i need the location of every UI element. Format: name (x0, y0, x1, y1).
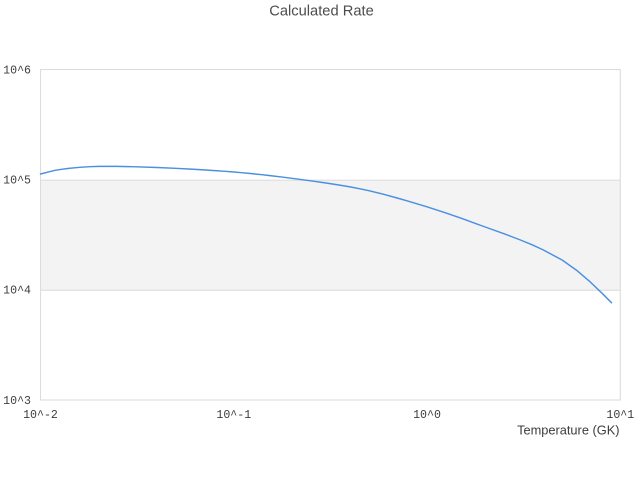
svg-text:10^5: 10^5 (3, 175, 31, 188)
svg-text:10^0: 10^0 (413, 409, 441, 422)
svg-text:Calculated Rate: Calculated Rate (269, 4, 374, 20)
svg-text:10^-1: 10^-1 (216, 409, 251, 422)
svg-text:10^1: 10^1 (606, 409, 634, 422)
svg-text:10^3: 10^3 (3, 395, 31, 408)
svg-text:Temperature (GK): Temperature (GK) (517, 423, 619, 438)
svg-text:10^4: 10^4 (3, 285, 31, 298)
svg-text:10^6: 10^6 (3, 64, 31, 77)
svg-text:10^-2: 10^-2 (23, 409, 58, 422)
